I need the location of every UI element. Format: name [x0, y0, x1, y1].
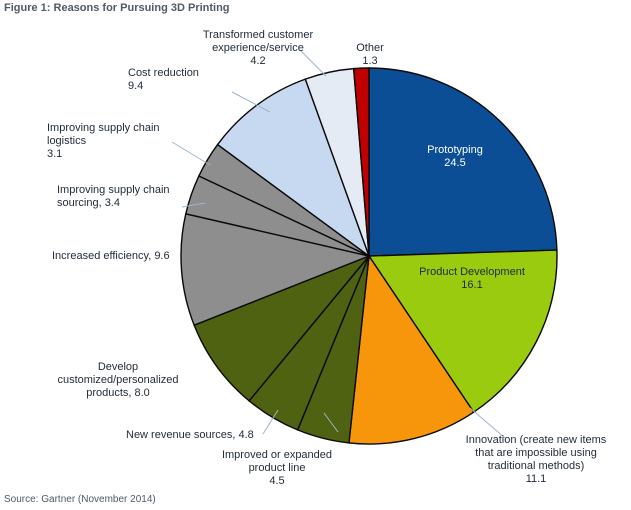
slice-label: Improved or expanded product line 4.5 [222, 449, 332, 487]
pie-slice-innovation-create-new-items-that-are-impossible-using-traditional-methods [348, 254, 475, 445]
slice-label: Increased efficiency, 9.6 [52, 250, 170, 262]
slice-label: Cost reduction 9.4 [128, 67, 199, 92]
leader-line [323, 412, 339, 433]
slice-label-line: logistics [47, 135, 87, 147]
slice-label-line: 9.4 [128, 80, 143, 92]
leader-line [171, 141, 211, 166]
slice-label-line: Increased efficiency, 9.6 [52, 250, 170, 262]
pie-slice-product-development [367, 249, 558, 414]
slice-label-line: 1.3 [362, 55, 377, 67]
slice-label-line: products, 8.0 [86, 387, 150, 399]
slice-label-line: traditional methods) [488, 460, 585, 472]
leader-line [181, 202, 206, 208]
slice-label-line: product line [249, 462, 306, 474]
slice-label-line: 3.1 [47, 148, 62, 160]
slice-label-line: Improving supply chain [57, 184, 170, 196]
slice-label-line: Develop [98, 361, 138, 373]
slice-label-line: Other [356, 42, 384, 54]
slice-label-line: Innovation (create new items [466, 434, 607, 446]
slice-label-line: 4.2 [250, 55, 265, 67]
leader-line [262, 409, 279, 435]
slice-label-line: Transformed customer [203, 29, 314, 41]
slice-label: Innovation (create new items that are imp… [466, 434, 607, 485]
slice-label-line: 11.1 [526, 473, 547, 485]
slice-label-line: Product Development [419, 266, 525, 278]
slice-label-line: 24.5 [444, 157, 465, 169]
slice-label: Product Development 16.1 [419, 266, 525, 291]
slice-label-line: Cost reduction [128, 67, 199, 79]
slice-label: Prototyping 24.5 [427, 144, 483, 169]
slice-label-line: sourcing, 3.4 [57, 197, 120, 209]
slice-label-line: Prototyping [427, 144, 483, 156]
slice-label-line: 16.1 [461, 279, 482, 291]
leader-line [469, 407, 506, 439]
slice-label-line: experience/service [212, 42, 304, 54]
slice-label-line: that are impossible using [475, 447, 597, 459]
pie-slice-develop-customized-personalized-products [193, 255, 370, 402]
leader-line [231, 91, 271, 113]
slice-label-line: 4.5 [269, 475, 284, 487]
pie-slice-increased-efficiency [180, 213, 372, 327]
slice-label: Develop customized/personalized products, … [57, 361, 178, 399]
slice-label-line: customized/personalized [57, 374, 178, 386]
slice-label: Transformed customer experience/service 4.… [203, 29, 314, 67]
pie-slice-other [352, 67, 370, 257]
figure-title: Figure 1: Reasons for Pursuing 3D Printi… [4, 2, 230, 14]
slice-label-line: Improved or expanded [222, 449, 332, 461]
slice-label: New revenue sources, 4.8 [126, 429, 254, 441]
slice-label: Improving supply chain logistics 3.1 [47, 122, 160, 160]
slice-label: Improving supply chain sourcing, 3.4 [57, 184, 170, 209]
slice-label: Other 1.3 [356, 42, 384, 67]
leader-line [299, 49, 327, 77]
source-note: Source: Gartner (November 2014) [4, 494, 156, 505]
pie-slice-prototyping [368, 67, 558, 257]
slice-label-line: New revenue sources, 4.8 [126, 429, 254, 441]
slice-label-line: Improving supply chain [47, 122, 160, 134]
